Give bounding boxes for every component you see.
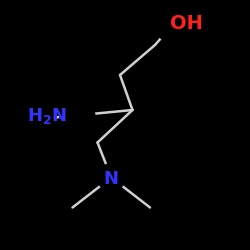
Text: 2: 2: [42, 114, 51, 126]
Text: H: H: [27, 107, 42, 125]
Circle shape: [98, 164, 125, 191]
Text: N: N: [104, 170, 119, 188]
Circle shape: [60, 100, 95, 135]
Text: N: N: [51, 107, 66, 125]
Circle shape: [155, 8, 190, 42]
Text: OH: OH: [170, 14, 203, 33]
